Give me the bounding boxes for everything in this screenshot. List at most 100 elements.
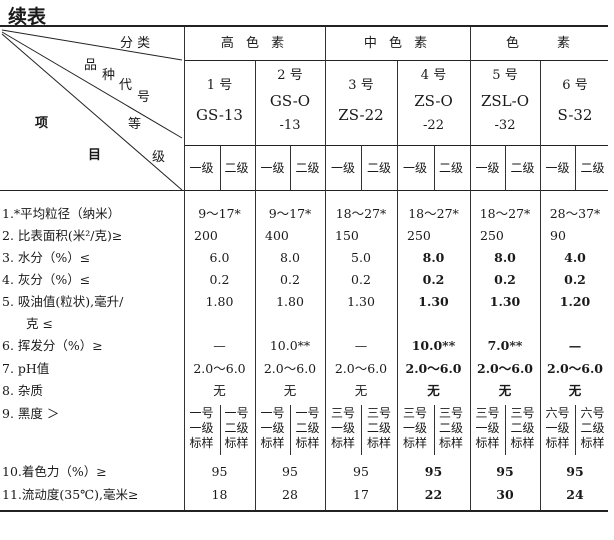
table-cell: 2.0～6.0 (477, 361, 533, 376)
product-number: 4 号 (420, 68, 447, 83)
row-label: 9. 黑度 ＞ (2, 406, 60, 421)
grade-divider (505, 405, 506, 455)
bottom-rule (0, 510, 608, 512)
table-cell: 无 (354, 383, 368, 398)
corner-grade-2: 级 (152, 150, 166, 165)
header-rule (0, 190, 608, 191)
grade-label: 一级 (260, 161, 285, 175)
column-divider (470, 27, 471, 510)
table-cell: 三号 一级 标样 (330, 406, 355, 450)
table-cell: 1.20 (559, 294, 591, 309)
table-cell: 0.2 (351, 272, 371, 287)
table-cell: 8.0 (494, 250, 516, 265)
table-title: 续表 (8, 6, 47, 28)
table-cell: 无 (568, 383, 582, 398)
group-rule (184, 60, 608, 61)
row-label: 8. 杂质 (2, 383, 43, 398)
row-label: 4. 灰分（%）≤ (2, 272, 91, 287)
grade-label: 一级 (402, 161, 427, 175)
table-cell: 六号 一级 标样 (545, 406, 570, 450)
grade-label: 一级 (545, 161, 570, 175)
row-label: 7. pH值 (2, 361, 50, 376)
table-cell: 4.0 (564, 250, 586, 265)
row-label: 1.*平均粒径（纳米） (2, 206, 121, 221)
table-cell: — (213, 338, 226, 353)
table-cell: 9～17* (268, 206, 312, 221)
table-cell: — (354, 338, 368, 353)
table-cell: 2.0～6.0 (193, 361, 246, 376)
column-divider (184, 27, 185, 510)
table-cell: 0.2 (494, 272, 516, 287)
table-cell: 28 (282, 487, 298, 502)
product-code: ZS-22 (338, 106, 384, 124)
corner-item-2: 目 (88, 148, 102, 163)
table-cell: 0.2 (564, 272, 586, 287)
corner-variety-4: 号 (137, 90, 151, 105)
table-cell: 18 (211, 487, 228, 502)
grade-divider (220, 146, 221, 190)
product-rule (184, 145, 608, 146)
corner-item-1: 项 (35, 116, 49, 131)
table-cell: 1.30 (489, 294, 521, 309)
product-code-suffix: -13 (279, 118, 301, 133)
row-label: 10.着色力（%）≥ (2, 464, 107, 479)
group-header: 高 色 素 (220, 36, 289, 51)
table-cell: 200 (194, 228, 218, 243)
table-cell: 30 (496, 487, 514, 502)
table-cell: 2.0～6.0 (547, 361, 603, 376)
product-code: GS-13 (196, 106, 243, 124)
table-cell: 1.80 (276, 294, 304, 309)
grade-label: 二级 (224, 161, 249, 175)
table-cell: 9～17* (198, 206, 241, 221)
grade-divider (361, 146, 362, 190)
table-cell: 8.0 (280, 250, 300, 265)
row-label: 6. 挥发分（%）≥ (2, 338, 103, 353)
table-cell: 一号 一级 标样 (189, 406, 214, 450)
diagonal-header-lines (1, 29, 183, 191)
group-header: 中 色 素 (363, 36, 432, 51)
top-rule (0, 25, 608, 27)
table-cell: 0.2 (280, 272, 300, 287)
table-cell: 150 (335, 228, 359, 243)
product-number: 2 号 (277, 68, 303, 83)
group-header: 色 素 (505, 36, 574, 51)
table-cell: 95 (211, 464, 228, 479)
table-cell: 三号 二级 标样 (438, 406, 463, 450)
column-divider (255, 61, 256, 510)
product-code: GS-O (269, 92, 311, 110)
grade-divider (220, 405, 221, 455)
table-cell: 1.30 (418, 294, 449, 309)
table-cell: 95 (353, 464, 369, 479)
table-cell: 10.0** (411, 338, 456, 353)
grade-label: 二级 (295, 161, 320, 175)
table-cell: 2.0～6.0 (405, 361, 462, 376)
grade-divider (290, 405, 291, 455)
table-cell: 六号 二级 标样 (580, 406, 605, 450)
table-cell: 无 (283, 383, 297, 398)
grade-label: 二级 (438, 161, 463, 175)
table-cell: 10.0** (269, 338, 311, 353)
grade-divider (434, 146, 435, 190)
table-cell: 18～27* (335, 206, 387, 221)
grade-label: 一级 (475, 161, 500, 175)
grade-divider (434, 405, 435, 455)
table-cell: 0.2 (422, 272, 445, 287)
product-code: ZSL-O (480, 92, 530, 110)
table-cell: — (568, 338, 582, 353)
table-cell: 18～27* (479, 206, 531, 221)
table-cell: 1.30 (347, 294, 375, 309)
product-code: ZS-O (414, 92, 453, 110)
table-cell: 8.0 (422, 250, 445, 265)
table-cell: 17 (353, 487, 369, 502)
product-code-suffix: -22 (423, 118, 444, 133)
grade-divider (575, 146, 576, 190)
corner-variety-1: 品 (84, 58, 98, 73)
corner-variety-3: 代 (119, 78, 133, 93)
grade-label: 二级 (580, 161, 605, 175)
table-cell: 250 (407, 228, 431, 243)
table-cell: 6.0 (209, 250, 230, 265)
table-cell: 三号 二级 标样 (366, 406, 391, 450)
row-label: 3. 水分（%）≤ (2, 250, 91, 265)
table-cell: 250 (480, 228, 504, 243)
table-cell: 5.0 (351, 250, 371, 265)
